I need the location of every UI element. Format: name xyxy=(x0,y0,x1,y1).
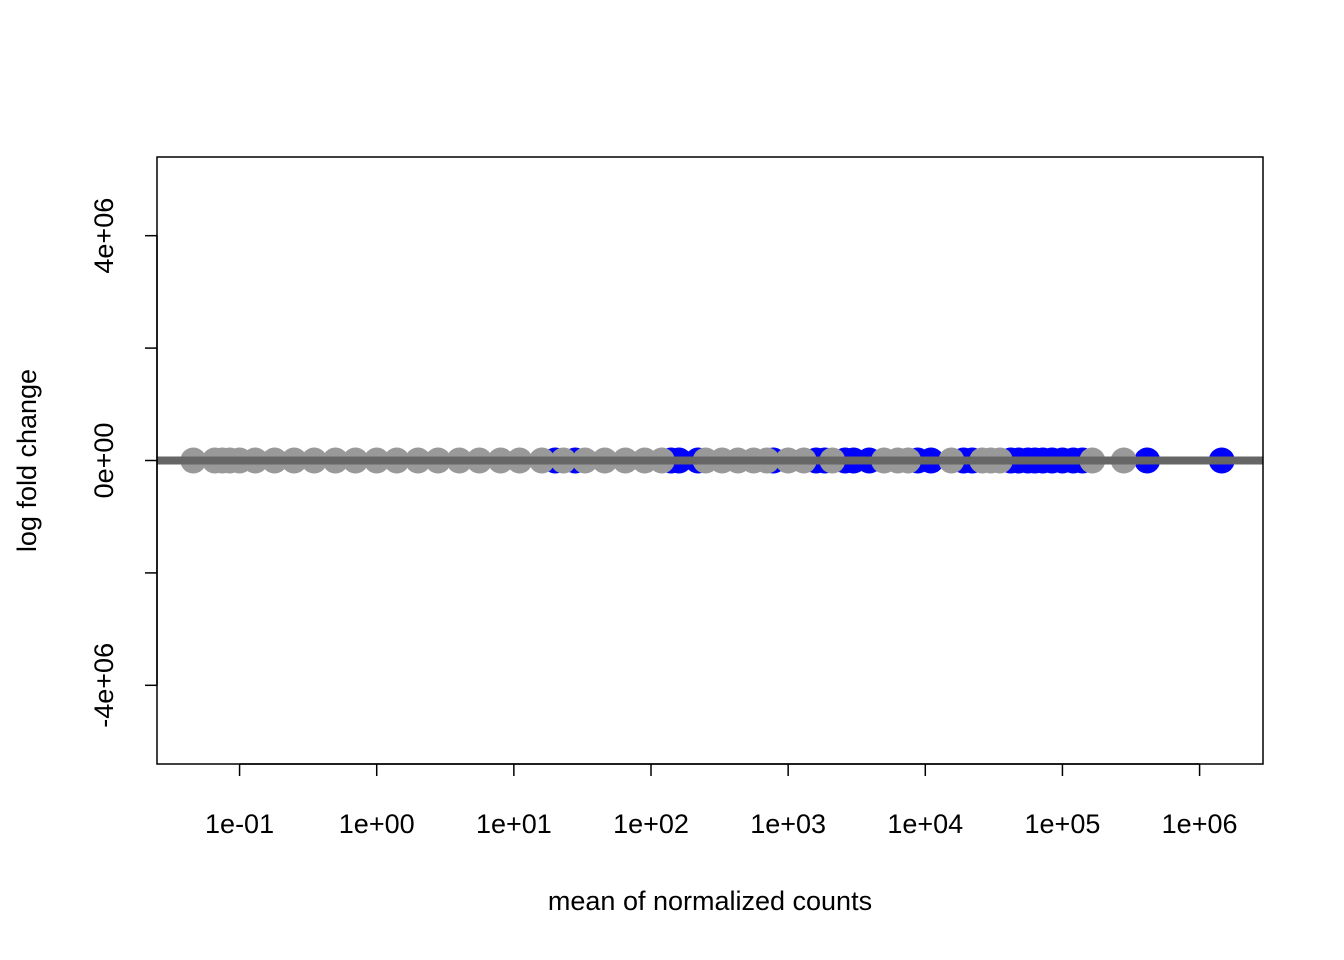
x-tick-label: 1e+03 xyxy=(750,809,826,839)
x-axis-title: mean of normalized counts xyxy=(548,886,872,916)
x-axis: 1e-01 1e+00 1e+01 1e+02 1e+03 1e+04 1e+05 1e+06 xyxy=(205,763,1238,839)
x-tick-label: 1e+04 xyxy=(887,809,963,839)
x-tick-label: 1e-01 xyxy=(205,809,274,839)
x-tick-label: 1e+06 xyxy=(1162,809,1238,839)
y-tick-label: 0e+00 xyxy=(89,423,119,499)
x-tick-label: 1e+00 xyxy=(339,809,415,839)
y-axis-title: log fold change xyxy=(12,369,42,552)
y-axis: -4e+06 0e+00 4e+06 xyxy=(89,198,158,728)
x-tick-label: 1e+02 xyxy=(613,809,689,839)
x-tick-label: 1e+05 xyxy=(1025,809,1101,839)
y-tick-label: 4e+06 xyxy=(89,198,119,274)
y-tick-label: -4e+06 xyxy=(89,643,119,728)
x-tick-label: 1e+01 xyxy=(476,809,552,839)
